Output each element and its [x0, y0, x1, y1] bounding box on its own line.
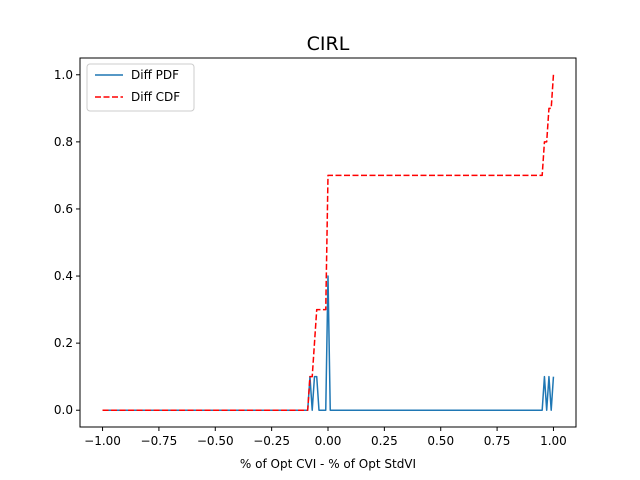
- series-layer: [102, 74, 555, 411]
- series-line-diff-cdf: [102, 74, 555, 411]
- x-tick-label: 0.25: [371, 434, 398, 448]
- x-tick-label: −1.00: [84, 434, 121, 448]
- x-tick-label: −0.50: [197, 434, 234, 448]
- y-tick-label: 1.0: [54, 68, 73, 82]
- y-tick-label: 0.2: [54, 336, 73, 350]
- x-axis-ticks: −1.00 −0.75 −0.50 −0.25 0.00 0.25 0.50 0.75 1.00: [84, 427, 567, 448]
- x-axis-label: % of Opt CVI - % of Opt StdVI: [240, 457, 416, 471]
- legend: Diff PDF Diff CDF: [86, 63, 195, 112]
- x-tick-label: 0.75: [484, 434, 511, 448]
- x-tick-label: 0.50: [427, 434, 454, 448]
- x-tick-label: 1.00: [540, 434, 567, 448]
- y-tick-label: 0.8: [54, 135, 73, 149]
- legend-label-diff-cdf: Diff CDF: [131, 90, 180, 104]
- plot-area: −1.00 −0.75 −0.50 −0.25 0.00 0.25 0.50 0.75 1.00…: [54, 57, 577, 448]
- y-axis-ticks: 0.0 0.2 0.4 0.6 0.8 1.0: [54, 68, 80, 417]
- x-tick-label: −0.75: [141, 434, 178, 448]
- series-line-diff-pdf: [102, 275, 555, 411]
- y-tick-label: 0.0: [54, 403, 73, 417]
- chart-title: CIRL: [307, 33, 350, 55]
- y-tick-label: 0.4: [54, 269, 73, 283]
- x-tick-label: −0.25: [253, 434, 290, 448]
- y-tick-label: 0.6: [54, 202, 73, 216]
- legend-label-diff-pdf: Diff PDF: [131, 68, 179, 82]
- x-tick-label: 0.00: [315, 434, 342, 448]
